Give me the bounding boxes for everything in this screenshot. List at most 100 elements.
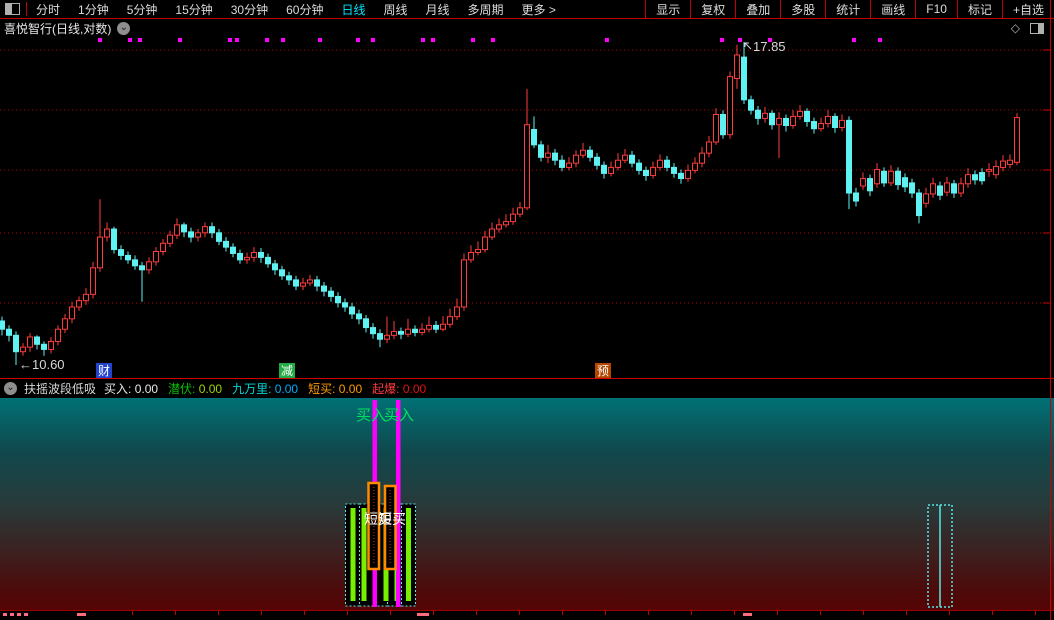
candle xyxy=(279,265,285,280)
candle xyxy=(349,302,355,319)
candle xyxy=(286,271,292,286)
candle xyxy=(48,336,54,354)
period-tab-15分钟[interactable]: 15分钟 xyxy=(175,2,213,17)
signal-dot xyxy=(605,38,609,42)
candle xyxy=(468,245,474,263)
axis-tick xyxy=(734,611,735,615)
candle xyxy=(685,164,691,182)
candle xyxy=(503,214,509,228)
period-tab-30分钟[interactable]: 30分钟 xyxy=(230,2,269,17)
tool-button-多股[interactable]: 多股 xyxy=(780,0,825,18)
candle xyxy=(335,292,341,308)
min-price-label: ←10.60 xyxy=(19,357,65,372)
candle xyxy=(671,163,677,178)
candle xyxy=(398,327,404,340)
candle xyxy=(202,222,208,238)
axis-tick xyxy=(261,611,262,615)
period-tab-周线[interactable]: 周线 xyxy=(383,2,408,17)
signal-dot xyxy=(228,38,232,42)
candle xyxy=(419,323,425,336)
candle xyxy=(783,114,789,132)
period-tab-月线[interactable]: 月线 xyxy=(425,2,450,17)
candle xyxy=(0,316,5,336)
candle xyxy=(132,255,138,270)
candle xyxy=(517,201,523,218)
pane-split-icon[interactable] xyxy=(1030,22,1044,34)
diamond-icon[interactable]: ◇ xyxy=(1010,21,1020,35)
candle xyxy=(272,259,278,275)
candle xyxy=(328,287,334,302)
candle xyxy=(797,105,803,120)
candle xyxy=(573,150,579,168)
tool-button-统计[interactable]: 统计 xyxy=(825,0,870,18)
indicator-field-潜伏: 潜伏: 0.00 xyxy=(168,382,223,396)
candle xyxy=(839,114,845,132)
candle xyxy=(475,241,481,256)
candle xyxy=(965,168,971,188)
period-tab-5分钟[interactable]: 5分钟 xyxy=(126,2,158,17)
buy-signal-line xyxy=(396,400,401,607)
period-tab-60分钟[interactable]: 60分钟 xyxy=(286,2,324,17)
tool-button-F10[interactable]: F10 xyxy=(915,0,957,18)
signal-dot xyxy=(128,38,132,42)
candle xyxy=(90,261,96,299)
tool-button-+自选[interactable]: +自选 xyxy=(1001,0,1054,18)
candle xyxy=(790,110,796,129)
candle xyxy=(923,187,929,208)
tool-button-画线[interactable]: 画线 xyxy=(870,0,915,18)
axis-tick xyxy=(992,611,993,615)
candle xyxy=(552,148,558,166)
event-marker-财: 财 xyxy=(96,363,112,378)
chevron-down-icon[interactable]: ⌄ xyxy=(117,21,131,35)
layout-split-icon[interactable] xyxy=(5,3,20,15)
candle xyxy=(867,174,873,197)
candle xyxy=(846,116,852,210)
candle xyxy=(811,117,817,134)
time-axis-strip[interactable] xyxy=(0,611,1054,620)
signal-dot xyxy=(371,38,375,42)
tool-button-显示[interactable]: 显示 xyxy=(645,0,690,18)
svg-text:预: 预 xyxy=(597,364,609,378)
candle xyxy=(83,288,89,305)
candle xyxy=(153,247,159,266)
candle xyxy=(461,253,467,311)
candlestick-svg: 17.85 ←10.60 财 减 预 xyxy=(0,38,1050,378)
axis-tick xyxy=(347,611,348,615)
candle xyxy=(755,105,761,125)
green-bar xyxy=(361,508,367,601)
candle xyxy=(615,153,621,171)
candle xyxy=(41,341,47,356)
candle xyxy=(251,247,257,262)
candle xyxy=(776,112,782,159)
tool-button-复权[interactable]: 复权 xyxy=(690,0,735,18)
candle xyxy=(405,318,411,337)
period-tab-更多 >[interactable]: 更多 > xyxy=(521,2,556,17)
period-tab-日线[interactable]: 日线 xyxy=(341,2,366,17)
signal-dot xyxy=(318,38,322,42)
candle xyxy=(664,156,670,172)
time-axis-line xyxy=(0,610,1054,611)
candle xyxy=(566,157,572,171)
candle xyxy=(237,249,243,264)
right-border xyxy=(1050,0,1051,620)
candle xyxy=(909,178,915,198)
period-tab-多周期[interactable]: 多周期 xyxy=(467,2,504,17)
main-candlestick-chart[interactable]: 17.85 ←10.60 财 减 预 xyxy=(0,36,1054,378)
axis-dash xyxy=(10,613,14,616)
axis-tick xyxy=(949,611,950,615)
tool-button-叠加[interactable]: 叠加 xyxy=(735,0,780,18)
buy-label: 买入 xyxy=(384,407,414,424)
axis-tick xyxy=(519,611,520,615)
instrument-title: 喜悦智行(日线,对数) xyxy=(4,21,112,36)
indicator-panel[interactable]: 买入 买入 短买 短买 xyxy=(0,398,1054,610)
indicator-collapse-icon[interactable]: ⌄ xyxy=(4,382,17,395)
period-tab-1分钟[interactable]: 1分钟 xyxy=(78,2,109,17)
signal-dot xyxy=(720,38,724,42)
axis-tick xyxy=(476,611,477,615)
candle xyxy=(930,177,936,198)
axis-tick xyxy=(175,611,176,615)
period-tab-分时[interactable]: 分时 xyxy=(36,2,61,17)
candle xyxy=(139,261,145,302)
max-price-label: 17.85 xyxy=(753,39,786,54)
tool-button-标记[interactable]: 标记 xyxy=(956,0,1002,18)
